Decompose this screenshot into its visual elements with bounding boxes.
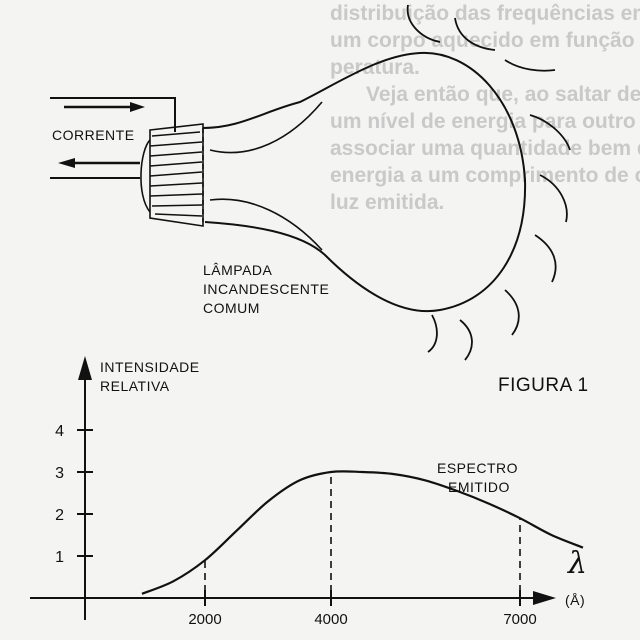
lamp-label-line-1: LÂMPADA bbox=[203, 262, 273, 278]
x-tick-label: 4000 bbox=[314, 611, 347, 628]
background-line: associar uma quantidade bem definida de bbox=[330, 137, 640, 160]
chart-annotation-line-2: EMITIDO bbox=[448, 479, 510, 495]
background-line: Veja então que, ao saltar de um para bbox=[366, 83, 640, 106]
spectrum-curve bbox=[141, 470, 584, 595]
y-tick-label: 4 bbox=[55, 423, 64, 440]
chart-x-label-unit: (Å) bbox=[565, 592, 586, 608]
current-arrow-in-head bbox=[130, 102, 145, 112]
lamp-label-line-3: COMUM bbox=[203, 300, 260, 316]
lamp-filament bbox=[209, 101, 323, 251]
lamp-bulb bbox=[202, 51, 527, 313]
lamp-label-line-2: INCANDESCENTE bbox=[203, 281, 330, 297]
chart-x-axis-arrow bbox=[533, 591, 556, 605]
background-line: um nível de energia para outro podemos bbox=[330, 110, 640, 133]
spectrum-chart: 1 2 3 4 2000 4000 7000 bbox=[30, 356, 584, 628]
x-tick-label: 2000 bbox=[188, 611, 221, 628]
background-line: peratura. bbox=[330, 56, 420, 79]
background-line: energia a um comprimento de onda para a bbox=[330, 164, 640, 187]
current-wire-in bbox=[50, 97, 176, 132]
lamp-screw-base bbox=[140, 123, 204, 227]
chart-annotation-line-1: ESPECTRO bbox=[437, 460, 519, 476]
y-tick-label: 1 bbox=[55, 549, 64, 566]
chart-y-axis-arrow bbox=[78, 356, 92, 380]
light-rays bbox=[406, 4, 571, 361]
chart-y-label-line-1: INTENSIDADE bbox=[100, 359, 200, 375]
background-paragraph: distribuição das frequências emitidas po… bbox=[330, 0, 640, 216]
background-line: luz emitida. bbox=[330, 191, 445, 214]
y-tick-label: 3 bbox=[55, 465, 64, 482]
lamp-illustration bbox=[50, 4, 571, 361]
figure-label: FIGURA 1 bbox=[498, 375, 589, 396]
background-line: um corpo aquecido em função da sua tem- bbox=[330, 29, 640, 52]
chart-y-label-line-2: RELATIVA bbox=[100, 378, 170, 394]
y-tick-label: 2 bbox=[55, 507, 64, 524]
current-label: CORRENTE bbox=[52, 127, 135, 143]
chart-x-label-symbol: λ bbox=[568, 546, 588, 581]
current-arrow-out-head bbox=[58, 158, 75, 168]
x-tick-label: 7000 bbox=[503, 611, 536, 628]
